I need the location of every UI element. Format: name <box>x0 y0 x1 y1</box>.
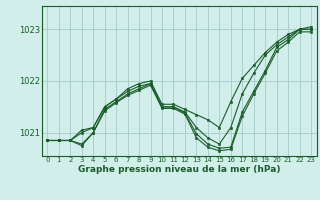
X-axis label: Graphe pression niveau de la mer (hPa): Graphe pression niveau de la mer (hPa) <box>78 165 280 174</box>
